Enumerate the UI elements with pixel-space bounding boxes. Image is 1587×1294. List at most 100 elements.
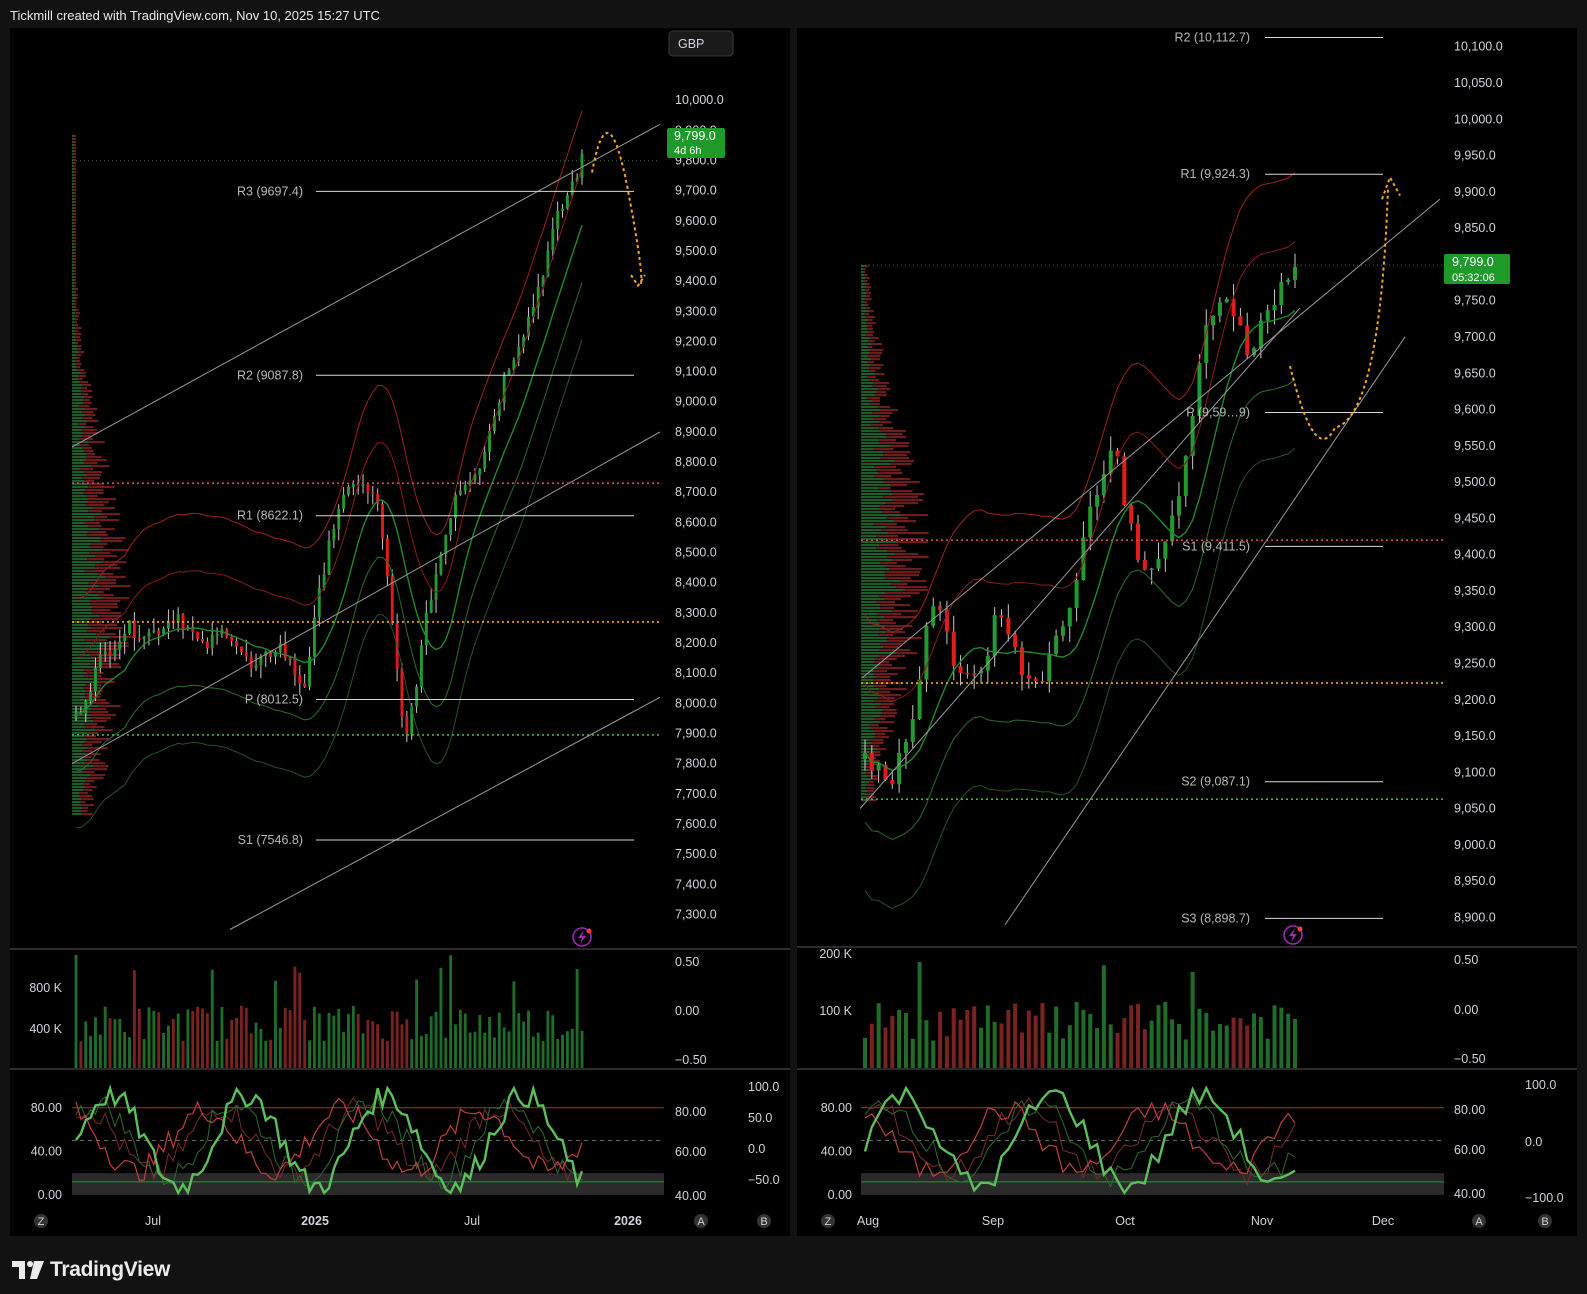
volume-profile-bar [861, 610, 893, 613]
volume-bar [1252, 1013, 1257, 1068]
candle-body [1183, 456, 1188, 497]
candle-body [944, 609, 949, 632]
volume-profile-bar [72, 720, 94, 723]
volume-profile-bar [82, 771, 95, 774]
oscillator-right-tick: 0.0 [1525, 1135, 1542, 1149]
volume-profile-bar [72, 252, 75, 255]
volume-profile-bar [83, 789, 93, 792]
pivot-label: R1 (9,924.3) [1181, 167, 1250, 181]
left-scale-button-z[interactable]: Z [34, 1214, 48, 1228]
volume-profile-bar [76, 357, 80, 360]
tradingview-logo[interactable]: TradingView [12, 1258, 170, 1282]
volume-profile-bar [83, 522, 100, 525]
volume-profile-bar [72, 564, 96, 567]
volume-profile-bar [874, 466, 897, 469]
volume-profile-bar [861, 631, 886, 634]
left-scale-button-a[interactable]: A [694, 1214, 708, 1228]
volume-profile-bar [87, 747, 108, 750]
volume-profile-bar [78, 351, 85, 354]
volume-profile-bar [95, 564, 118, 567]
volume-profile-bar [883, 646, 898, 649]
volume-profile-bar [91, 708, 106, 711]
volume-profile-bar [72, 390, 82, 393]
volume-profile-bar [863, 268, 866, 271]
volume-profile-bar [871, 742, 884, 745]
candle-body [1245, 325, 1250, 356]
volume-profile-bar [861, 424, 871, 427]
volume-profile-bar [91, 465, 110, 468]
volume-profile-bar [72, 222, 75, 225]
volume-profile-bar [72, 810, 81, 813]
volume-profile-bar [74, 252, 76, 255]
volume-bar [910, 1038, 915, 1068]
candle-body [434, 573, 438, 601]
candle-body [1176, 496, 1181, 516]
volume-profile-bar [74, 141, 76, 144]
oscillator-zone [861, 1173, 1444, 1195]
volume-profile-bar [866, 793, 874, 796]
candle-body [166, 620, 170, 629]
volume-profile-bar [861, 466, 875, 469]
volume-profile-bar [85, 684, 102, 687]
candle-body [897, 752, 902, 785]
snapshot-bolt-icon[interactable] [572, 927, 592, 947]
volume-profile-bar [98, 681, 115, 684]
candle-body [332, 528, 336, 541]
chart-area[interactable]: R3 (9697.4) R2 (9087.8) R1 (8622.1) P (8012… [0, 0, 1587, 1245]
volume-profile-bar [861, 778, 873, 781]
volume-profile-bar [73, 180, 76, 183]
oscillator-line [75, 1083, 584, 1196]
volume-profile-bar [72, 747, 88, 750]
volume-profile-bar [877, 697, 896, 700]
volume-profile-bar [72, 789, 84, 792]
volume-profile-bar [861, 547, 877, 550]
volume-profile-bar [73, 186, 76, 189]
currency-button[interactable]: GBP [668, 30, 734, 57]
volume-profile-bar [861, 661, 875, 664]
volume-profile-bar [72, 309, 76, 312]
volume-profile-bar [861, 748, 878, 751]
price-axis-tick: 9,700.0 [675, 184, 717, 198]
volume-profile-bar [72, 801, 81, 804]
volume-profile-bar [73, 219, 76, 222]
volume-profile-bar [72, 621, 87, 624]
price-axis-tick: 9,600.0 [675, 214, 717, 228]
right-scale-button-a[interactable]: A [1472, 1214, 1486, 1228]
volume-bar [1081, 1009, 1086, 1068]
volume-profile-bar [72, 543, 91, 546]
volume-bar [1190, 971, 1195, 1068]
price-axis-tick: 9,300.0 [675, 304, 717, 318]
right-scale-button-z[interactable]: Z [821, 1214, 835, 1228]
right-scale-button-b[interactable]: B [1538, 1214, 1552, 1228]
volume-profile-bar [72, 759, 88, 762]
volume-profile-bar [73, 237, 76, 240]
candle-body [917, 679, 922, 720]
volume-bar [546, 1010, 550, 1068]
volume-profile-bar [879, 622, 897, 625]
candle-body [565, 195, 569, 209]
volume-profile-bar [72, 366, 77, 369]
candle-body [366, 484, 370, 493]
volume-profile-bar [878, 472, 903, 475]
volume-right-tick: 0.00 [1454, 1003, 1478, 1017]
candle-body [191, 627, 195, 632]
volume-profile-bar [72, 642, 109, 645]
price-axis-tick: 9,100.0 [1454, 765, 1496, 779]
price-axis-tick: 9,000.0 [1454, 838, 1496, 852]
volume-profile-bar [85, 651, 102, 654]
left-x-tick-2025: 2025 [301, 1214, 329, 1228]
volume-profile-bar [869, 352, 883, 355]
volume-profile-bar [73, 273, 76, 276]
left-scale-button-b[interactable]: B [757, 1214, 771, 1228]
volume-profile-bar [72, 708, 92, 711]
candle-body [512, 360, 516, 370]
volume-profile-bar [72, 402, 84, 405]
volume-profile-bar [72, 540, 101, 543]
candle-body [492, 415, 496, 431]
volume-right-tick: 0.50 [1454, 953, 1478, 967]
volume-profile-bar [861, 502, 887, 505]
snapshot-bolt-icon[interactable] [1283, 925, 1303, 945]
volume-profile-bar [72, 687, 84, 690]
volume-profile-bar [72, 639, 85, 642]
volume-bar [239, 1005, 243, 1068]
